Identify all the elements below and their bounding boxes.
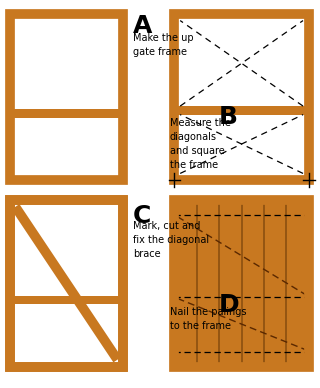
Bar [174, 200, 309, 367]
Bar [174, 14, 309, 180]
Text: B: B [219, 105, 238, 129]
Bar [10, 200, 123, 367]
Text: C: C [133, 204, 151, 228]
Text: A: A [133, 14, 152, 38]
Bar [10, 14, 123, 180]
Bar [10, 109, 123, 118]
Bar [174, 106, 309, 114]
Text: Make the up
gate frame: Make the up gate frame [133, 33, 193, 57]
Bar [174, 200, 309, 367]
Text: Nail the palings
to the frame: Nail the palings to the frame [170, 307, 246, 331]
Bar [10, 200, 123, 367]
Text: Mark, cut and
fix the diagonal
brace: Mark, cut and fix the diagonal brace [133, 221, 209, 259]
Text: D: D [219, 293, 240, 317]
Bar [10, 296, 123, 304]
Text: Measure the
diagonals
and square
the frame: Measure the diagonals and square the fra… [170, 118, 230, 170]
Bar [10, 296, 123, 304]
